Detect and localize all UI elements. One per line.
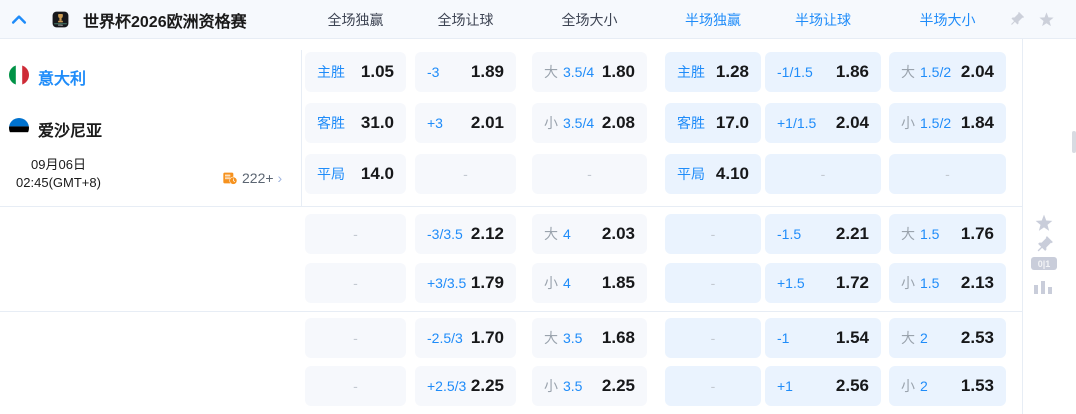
svg-text:FIFA: FIFA bbox=[58, 24, 63, 27]
